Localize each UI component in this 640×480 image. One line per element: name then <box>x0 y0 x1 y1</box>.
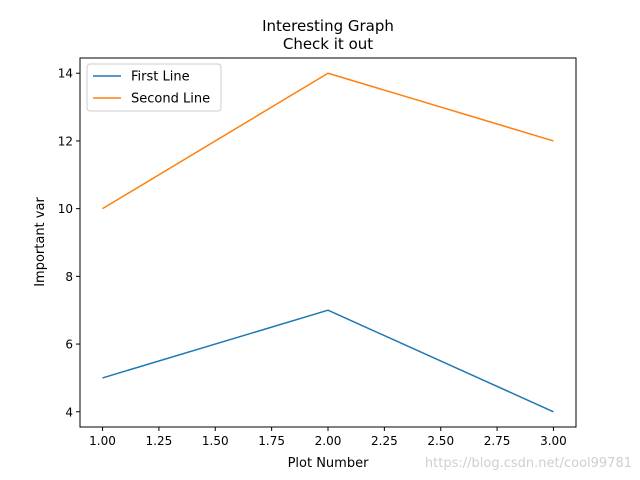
x-axis: 1.00 1.25 1.50 1.75 2.00 2.25 2.50 2.75 3.00 <box>89 427 567 448</box>
legend: First Line Second Line <box>86 63 222 112</box>
x-tick-label: 1.75 <box>258 434 285 448</box>
y-tick-label: 8 <box>65 270 73 284</box>
y-tick-label: 10 <box>58 202 73 216</box>
y-axis: 4 6 8 10 12 14 <box>58 67 80 419</box>
y-axis-label: Important var <box>33 197 48 287</box>
y-tick-label: 14 <box>58 67 73 81</box>
plot-frame <box>79 57 577 428</box>
y-tick-label: 6 <box>65 338 73 352</box>
chart-title-line-1: Interesting Graph <box>262 17 394 35</box>
legend-label-2: Second Line <box>131 92 210 107</box>
x-tick-label: 1.50 <box>202 434 229 448</box>
x-tick-label: 2.00 <box>315 434 342 448</box>
y-tick-label: 4 <box>65 405 73 419</box>
x-tick-label: 2.25 <box>371 434 398 448</box>
legend-label-1: First Line <box>131 70 190 85</box>
x-tick-label: 1.25 <box>146 434 173 448</box>
x-tick-label: 3.00 <box>540 434 567 448</box>
series-line-1 <box>102 309 554 413</box>
watermark-text: https://blog.csdn.net/cool99781 <box>424 456 632 471</box>
y-tick-label: 12 <box>58 134 73 148</box>
series-layer <box>102 72 554 413</box>
x-axis-label: Plot Number <box>288 456 370 471</box>
x-tick-label: 2.75 <box>484 434 511 448</box>
x-tick-label: 1.00 <box>89 434 116 448</box>
chart-title-line-2: Check it out <box>283 35 373 53</box>
x-tick-label: 2.50 <box>427 434 454 448</box>
